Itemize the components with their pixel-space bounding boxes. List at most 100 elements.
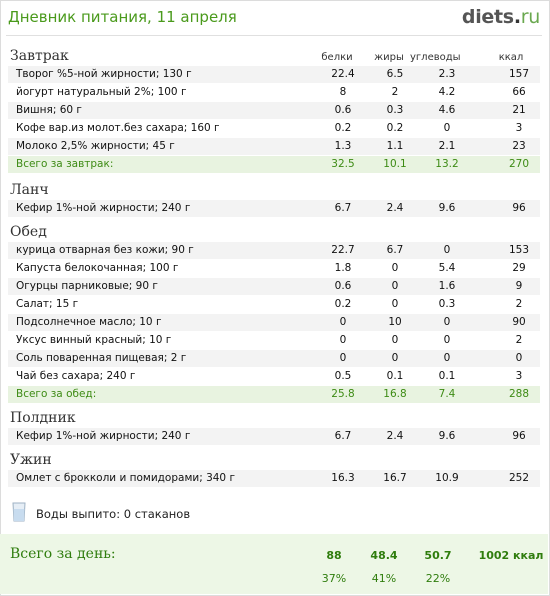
meal-total-kcal: 270 [508,158,530,170]
food-row[interactable]: Молоко 2,5% жирности; 45 г 1.3 1.1 2.1 23 [8,138,540,156]
food-name: Уксус винный красный; 10 г [16,334,172,346]
meal-header: Полдник [0,408,550,428]
column-header: углеводы [410,52,461,63]
food-name: Чай без сахара; 240 г [16,370,136,382]
food-protein: 1.8 [334,262,352,274]
day-protein-pct: 37% [321,572,347,585]
food-name: Омлет с брокколи и помидорами; 340 г [16,472,235,484]
meal-total-carbs: 7.4 [438,388,456,400]
site-logo[interactable]: diets.ru [462,6,540,28]
water-glass-icon [12,502,26,522]
food-carbs: 9.6 [438,430,456,442]
food-fat: 2.4 [386,430,404,442]
food-row[interactable]: Салат; 15 г 0.2 0 0.3 2 [8,296,540,314]
day-carbs-pct: 22% [425,572,451,585]
food-carbs: 9.6 [438,202,456,214]
food-name: Вишня; 60 г [16,104,82,116]
column-header: белки [321,52,353,63]
food-row[interactable]: Вишня; 60 г 0.6 0.3 4.6 21 [8,102,540,120]
water-label: Воды выпито: [36,507,121,521]
food-kcal: 96 [512,430,526,442]
food-kcal: 90 [512,316,526,328]
food-name: Кефир 1%-ной жирности; 240 г [16,430,191,442]
food-name: Кофе вар.из молот.без сахара; 160 г [16,122,220,134]
day-total: Всего за день: 88 48.4 50.7 1002 ккал 37… [0,534,548,594]
food-kcal: 21 [512,104,526,116]
food-row[interactable]: Кефир 1%-ной жирности; 240 г 6.7 2.4 9.6 96 [8,200,540,218]
column-header: ккал [498,52,524,63]
food-fat: 1.1 [386,140,404,152]
food-row[interactable]: Соль поваренная пищевая; 2 г 0 0 0 0 [8,350,540,368]
food-fat: 0 [391,298,399,310]
food-kcal: 96 [512,202,526,214]
water-value: 0 стаканов [123,507,191,521]
day-kcal: 1002 ккал [478,549,544,562]
meal-name: Ужин [10,452,52,468]
meal-total-row: Всего за обед: 25.8 16.8 7.4 288 [8,386,540,404]
food-fat: 0 [391,334,399,346]
food-name: Соль поваренная пищевая; 2 г [16,352,187,364]
food-kcal: 252 [508,472,530,484]
food-kcal: 3 [515,122,523,134]
food-kcal: 153 [508,244,530,256]
food-protein: 0.2 [334,122,352,134]
food-carbs: 0 [443,316,451,328]
meal-header: Обед [0,222,550,242]
food-row[interactable]: Кефир 1%-ной жирности; 240 г 6.7 2.4 9.6 96 [8,428,540,446]
food-row[interactable]: йогурт натуральный 2%; 100 г 8 2 4.2 66 [8,84,540,102]
food-name: Подсолнечное масло; 10 г [16,316,162,328]
food-protein: 0.6 [334,280,352,292]
food-carbs: 0 [443,334,451,346]
food-protein: 0.5 [334,370,352,382]
food-row[interactable]: Уксус винный красный; 10 г 0 0 0 2 [8,332,540,350]
food-fat: 6.5 [386,68,404,80]
meal-header: Ужин [0,450,550,470]
logo-main: diets [461,6,514,28]
food-carbs: 2.1 [438,140,456,152]
food-kcal: 9 [515,280,523,292]
column-header: жиры [374,52,404,63]
food-row[interactable]: Кофе вар.из молот.без сахара; 160 г 0.2 0.… [8,120,540,138]
food-row[interactable]: Омлет с брокколи и помидорами; 340 г 16.3… [8,470,540,488]
food-carbs: 5.4 [438,262,456,274]
food-protein: 0 [339,316,347,328]
food-kcal: 157 [508,68,530,80]
food-carbs: 1.6 [438,280,456,292]
food-protein: 16.3 [331,472,355,484]
water-intake: Воды выпито: 0 стаканов [12,502,312,526]
food-fat: 10 [388,316,402,328]
food-row[interactable]: Огурцы парниковые; 90 г 0.6 0 1.6 9 [8,278,540,296]
day-fat-pct: 41% [371,572,397,585]
food-carbs: 4.2 [438,86,456,98]
food-name: Творог %5-ной жирности; 130 г [16,68,192,80]
food-fat: 0 [391,280,399,292]
food-fat: 16.7 [383,472,407,484]
food-name: Молоко 2,5% жирности; 45 г [16,140,175,152]
day-total-label: Всего за день: [10,546,116,562]
meal-total-label: Всего за обед: [16,388,97,400]
food-row[interactable]: Творог %5-ной жирности; 130 г 22.4 6.5 2.3 1… [8,66,540,84]
food-carbs: 2.3 [438,68,456,80]
food-row[interactable]: Капуста белокочанная; 100 г 1.8 0 5.4 29 [8,260,540,278]
food-carbs: 4.6 [438,104,456,116]
food-fat: 0.2 [386,122,404,134]
food-fat: 0 [391,352,399,364]
meal-total-fat: 16.8 [383,388,407,400]
day-fat: 48.4 [370,549,398,562]
food-name: Огурцы парниковые; 90 г [16,280,158,292]
meal-total-fat: 10.1 [383,158,407,170]
water-text: Воды выпито: 0 стаканов [36,507,190,521]
food-row[interactable]: Подсолнечное масло; 10 г 0 10 0 90 [8,314,540,332]
food-row[interactable]: курица отварная без кожи; 90 г 22.7 6.7 0 15… [8,242,540,260]
meal-total-carbs: 13.2 [435,158,459,170]
food-kcal: 2 [515,334,523,346]
food-fat: 0 [391,262,399,274]
header: Дневник питания, 11 апреля diets.ru [6,6,542,34]
header-divider [6,35,542,36]
food-row[interactable]: Чай без сахара; 240 г 0.5 0.1 0.1 3 [8,368,540,386]
food-fat: 0.1 [386,370,404,382]
food-carbs: 0 [443,352,451,364]
food-carbs: 10.9 [435,472,459,484]
food-protein: 0.6 [334,104,352,116]
meal-name: Обед [10,224,47,240]
